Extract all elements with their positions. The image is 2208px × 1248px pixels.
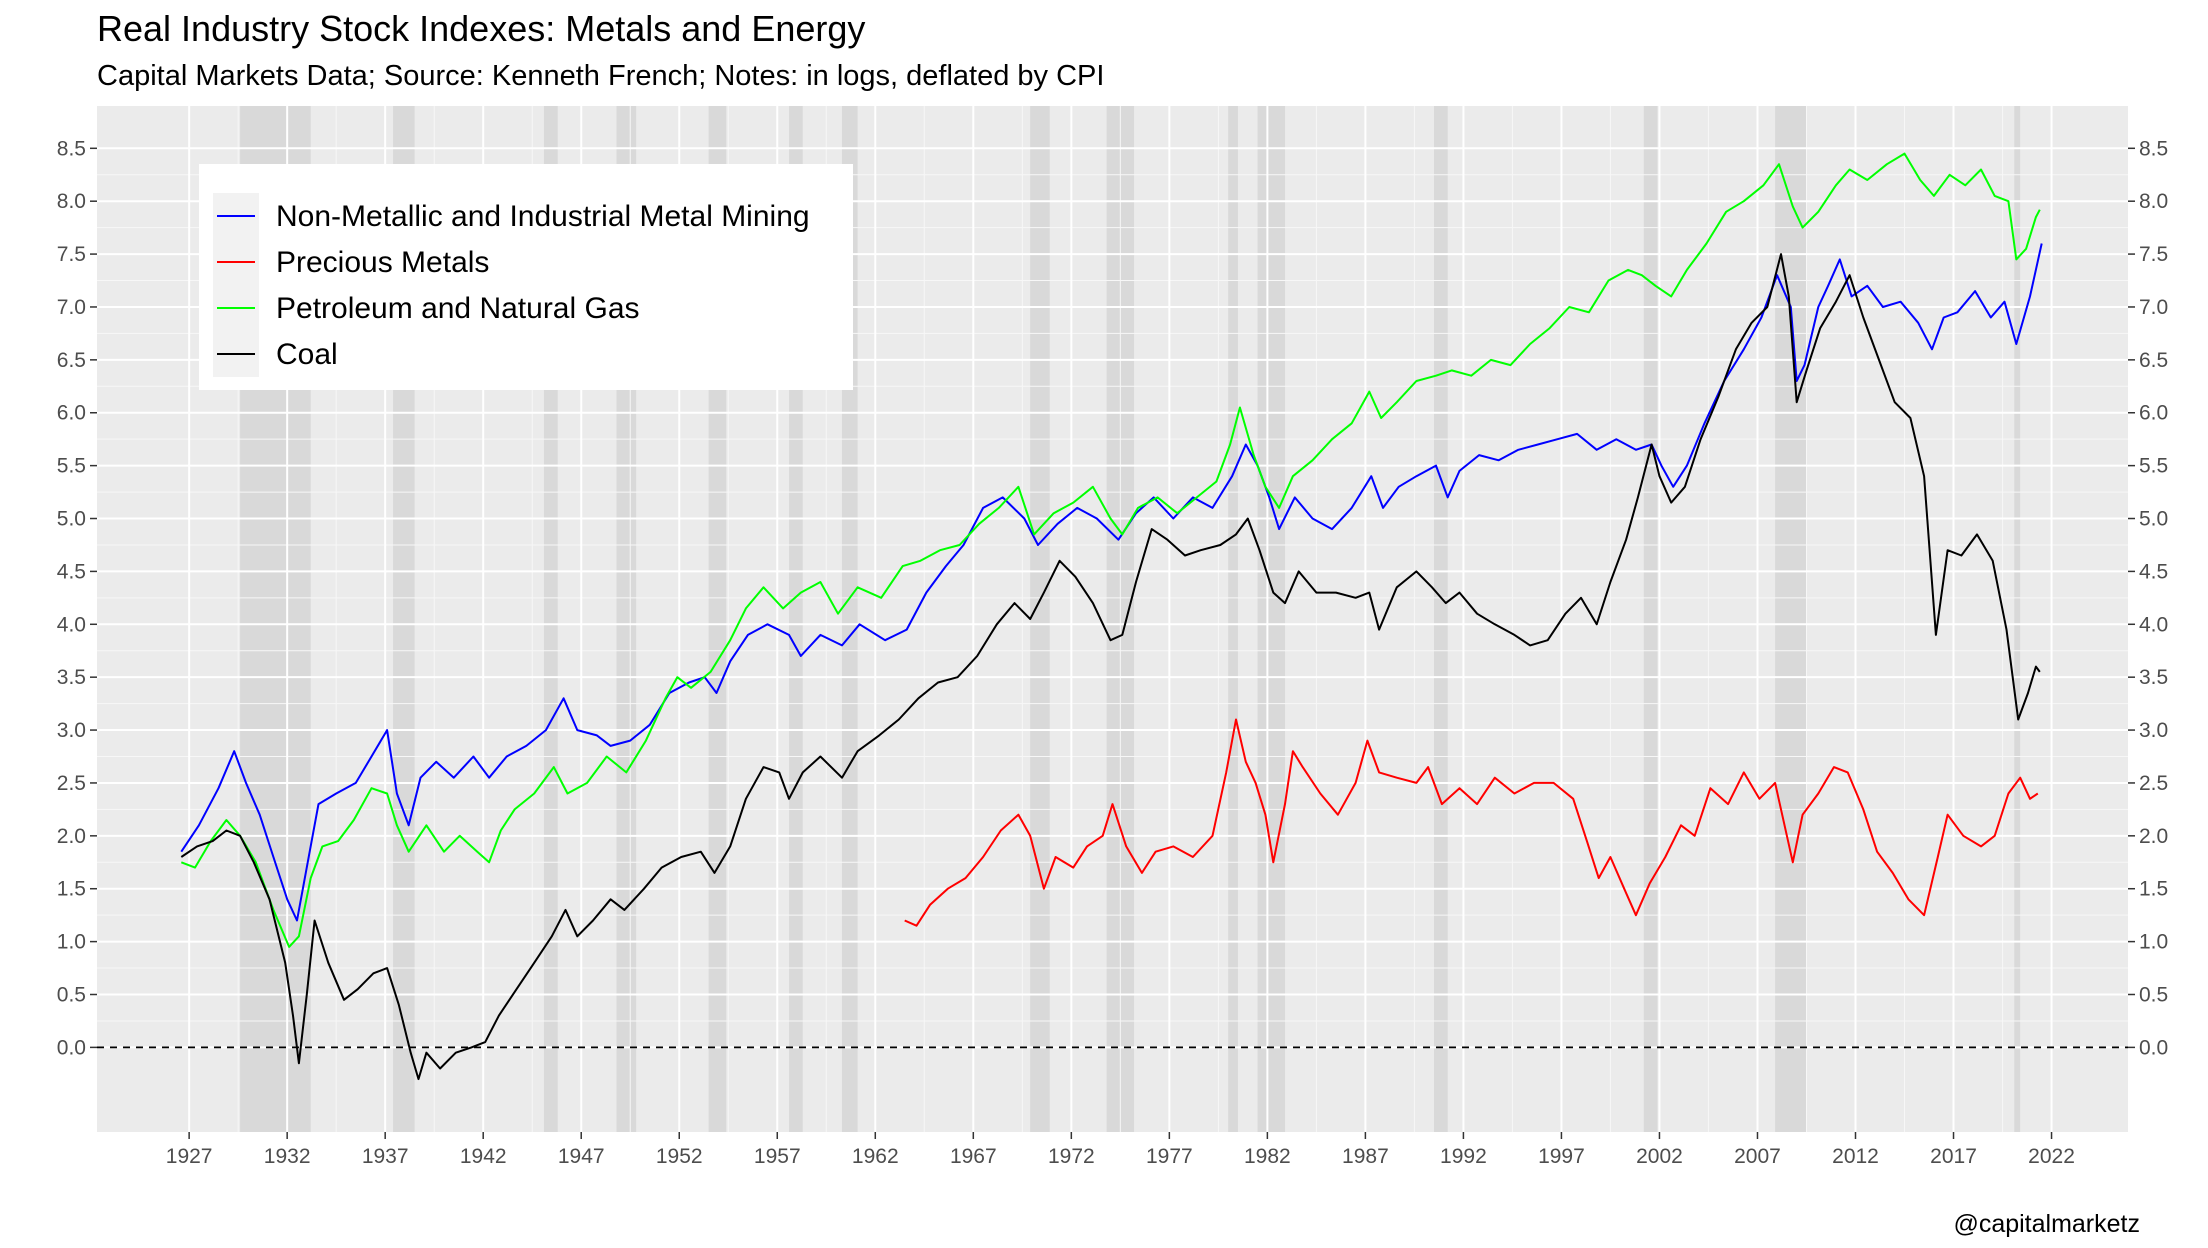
y-tick-label-left: 7.0 xyxy=(57,296,86,319)
x-tick-label: 1942 xyxy=(460,1145,507,1168)
legend: Non-Metallic and Industrial Metal Mining… xyxy=(199,164,853,390)
y-tick-label-right: 7.5 xyxy=(2139,243,2168,266)
y-tick-label-left: 1.0 xyxy=(57,931,86,954)
recession-band-9 xyxy=(1228,106,1238,1132)
y-tick-label-right: 5.5 xyxy=(2139,455,2168,478)
recession-band-13 xyxy=(1775,106,1807,1132)
x-tick-label: 1947 xyxy=(558,1145,605,1168)
y-tick-label-right: 8.0 xyxy=(2139,190,2168,213)
x-tick-label: 2022 xyxy=(2028,1145,2075,1168)
y-tick-label-left: 6.5 xyxy=(57,349,86,372)
y-tick-label-left: 4.0 xyxy=(57,613,86,636)
y-axis-left: 0.0 0.5 1.0 1.5 2.0 2.5 3.0 3.5 4.0 4.5 5.0 5.5 6.0 6… xyxy=(57,137,97,1059)
x-tick-label: 1987 xyxy=(1342,1145,1389,1168)
y-tick-label-left: 4.5 xyxy=(57,560,86,583)
y-tick-label-left: 0.5 xyxy=(57,983,86,1006)
x-tick-label: 1972 xyxy=(1048,1145,1095,1168)
legend-box xyxy=(199,164,853,390)
x-tick-label: 1952 xyxy=(656,1145,703,1168)
legend-label-4: Coal xyxy=(276,338,338,371)
y-tick-label-right: 3.0 xyxy=(2139,719,2168,742)
x-axis: 1927 1932 1937 1942 1947 1952 1957 1962 1967 1972… xyxy=(166,1132,2075,1168)
x-tick-label: 2012 xyxy=(1832,1145,1879,1168)
x-tick-label: 2007 xyxy=(1734,1145,1781,1168)
y-tick-label-left: 8.0 xyxy=(57,190,86,213)
recession-band-14 xyxy=(2014,106,2021,1132)
x-tick-label: 1927 xyxy=(166,1145,213,1168)
y-tick-label-right: 6.5 xyxy=(2139,349,2168,372)
major-gridlines xyxy=(97,106,2128,1132)
y-tick-label-left: 3.5 xyxy=(57,666,86,689)
y-tick-label-left: 5.5 xyxy=(57,455,86,478)
series-line-4 xyxy=(180,253,2041,1081)
chart-subtitle: Capital Markets Data; Source: Kenneth Fr… xyxy=(97,60,1105,92)
x-tick-label: 2017 xyxy=(1930,1145,1977,1168)
recession-band-7 xyxy=(1030,106,1050,1132)
legend-label-2: Precious Metals xyxy=(276,246,489,279)
x-tick-label: 1962 xyxy=(852,1145,899,1168)
x-tick-label: 1997 xyxy=(1538,1145,1585,1168)
y-tick-label-right: 5.0 xyxy=(2139,508,2168,531)
y-tick-label-right: 4.0 xyxy=(2139,613,2168,636)
x-tick-label: 1932 xyxy=(264,1145,311,1168)
y-tick-label-right: 0.0 xyxy=(2139,1036,2168,1059)
chart-title: Real Industry Stock Indexes: Metals and … xyxy=(97,8,866,49)
y-tick-label-left: 2.0 xyxy=(57,825,86,848)
y-tick-label-left: 6.0 xyxy=(57,402,86,425)
y-tick-label-right: 3.5 xyxy=(2139,666,2168,689)
series-layer xyxy=(180,152,2043,1081)
recession-band-12 xyxy=(1643,106,1658,1132)
chart-caption: @capitalmarketz xyxy=(1953,1210,2140,1238)
y-tick-label-right: 1.0 xyxy=(2139,931,2168,954)
y-tick-label-left: 1.5 xyxy=(57,878,86,901)
x-tick-label: 1977 xyxy=(1146,1145,1193,1168)
y-tick-label-left: 0.0 xyxy=(57,1036,86,1059)
x-tick-label: 1992 xyxy=(1440,1145,1487,1168)
y-tick-label-left: 5.0 xyxy=(57,508,86,531)
y-tick-label-left: 8.5 xyxy=(57,137,86,160)
y-tick-label-right: 2.5 xyxy=(2139,772,2168,795)
y-tick-label-left: 3.0 xyxy=(57,719,86,742)
x-tick-label: 1937 xyxy=(362,1145,409,1168)
recession-band-10 xyxy=(1257,106,1286,1132)
legend-label-3: Petroleum and Natural Gas xyxy=(276,292,640,325)
legend-label-1: Non-Metallic and Industrial Metal Mining xyxy=(276,200,810,233)
recession-band-11 xyxy=(1434,106,1448,1132)
y-tick-label-right: 8.5 xyxy=(2139,137,2168,160)
y-tick-label-right: 0.5 xyxy=(2139,983,2168,1006)
y-tick-label-right: 2.0 xyxy=(2139,825,2168,848)
series-line-1 xyxy=(180,243,2043,922)
y-tick-label-right: 1.5 xyxy=(2139,878,2168,901)
x-tick-label: 2002 xyxy=(1636,1145,1683,1168)
y-tick-label-left: 2.5 xyxy=(57,772,86,795)
y-tick-label-right: 6.0 xyxy=(2139,402,2168,425)
x-tick-label: 1967 xyxy=(950,1145,997,1168)
x-tick-label: 1957 xyxy=(754,1145,801,1168)
y-tick-label-right: 4.5 xyxy=(2139,560,2168,583)
series-line-2 xyxy=(904,718,2039,927)
x-tick-label: 1982 xyxy=(1244,1145,1291,1168)
y-tick-label-right: 7.0 xyxy=(2139,296,2168,319)
series-line-3 xyxy=(180,152,2041,948)
y-tick-label-left: 7.5 xyxy=(57,243,86,266)
y-axis-right: 0.0 0.5 1.0 1.5 2.0 2.5 3.0 3.5 4.0 4.5 5.0 5.5 6.0 6… xyxy=(2128,137,2168,1059)
